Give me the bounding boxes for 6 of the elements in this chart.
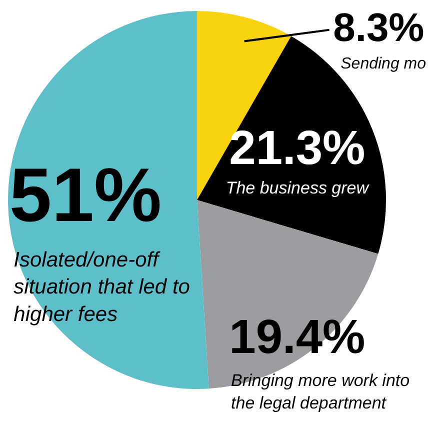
data-label: 51% [9, 152, 162, 238]
slice-label: The business grew [226, 178, 370, 198]
slice-label: Bringing more work into the legal department [231, 371, 410, 412]
data-label: 8.3% [333, 6, 424, 50]
data-label: 21.3% [229, 122, 366, 176]
slice-label: Sending mo [340, 55, 426, 72]
